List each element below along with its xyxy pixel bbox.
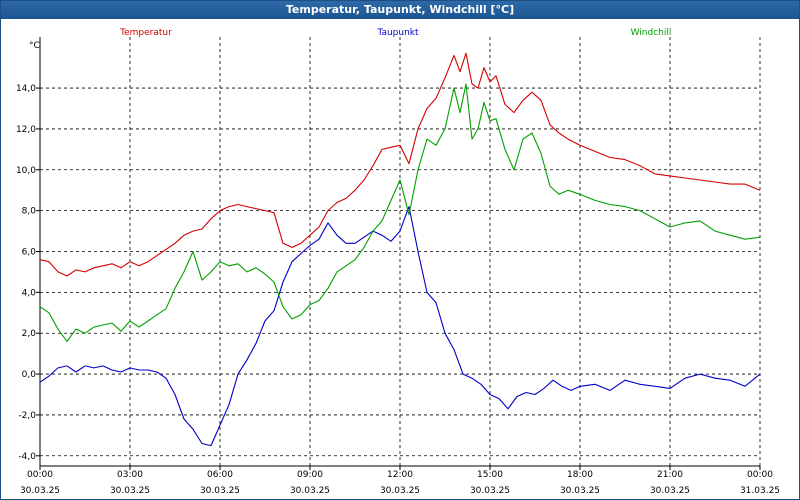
x-tick-time: 12:00 xyxy=(387,470,413,480)
x-tick-date: 30.03.25 xyxy=(470,486,510,496)
x-tick-date: 30.03.25 xyxy=(560,486,600,496)
y-tick-label: 0,0 xyxy=(22,370,37,380)
series-lines xyxy=(39,52,761,447)
x-tick-date: 30.03.25 xyxy=(380,486,420,496)
y-tick-label: 10,0 xyxy=(16,166,36,176)
x-tick-time: 18:00 xyxy=(567,470,593,480)
x-tick-date: 30.03.25 xyxy=(110,486,150,496)
x-tick-time: 15:00 xyxy=(477,470,503,480)
series-line-windchill xyxy=(39,83,761,342)
y-axis-label: °C xyxy=(29,41,40,51)
grid-lines xyxy=(39,37,761,466)
x-tick-time: 03:00 xyxy=(117,470,143,480)
window-title: Temperatur, Taupunkt, Windchill [°C] xyxy=(1,1,799,19)
legend: Temperatur Taupunkt Windchill xyxy=(119,28,671,38)
y-tick-label: 8,0 xyxy=(22,207,37,217)
legend-taupunkt: Taupunkt xyxy=(376,28,419,38)
legend-windchill: Windchill xyxy=(631,28,672,38)
y-tick-label: 4,0 xyxy=(22,288,37,298)
x-axis-ticks: 00:00 30.03.25 03:00 30.03.25 06:00 30.03.25 0… xyxy=(20,466,780,496)
x-tick-date: 31.03.25 xyxy=(740,486,780,496)
y-axis-ticks: -4,0 -2,0 0,0 2,0 4,0 6,0 8,0 10,0 12,0 14,0 xyxy=(16,84,40,462)
y-tick-label: -2,0 xyxy=(18,411,36,421)
x-tick-date: 30.03.25 xyxy=(650,486,690,496)
y-tick-label: 6,0 xyxy=(22,248,37,258)
x-tick-time: 00:00 xyxy=(747,470,773,480)
series-line-taupunkt xyxy=(39,206,761,447)
x-tick-date: 30.03.25 xyxy=(20,486,60,496)
x-tick-time: 06:00 xyxy=(207,470,233,480)
x-tick-date: 30.03.25 xyxy=(200,486,240,496)
x-tick-date: 30.03.25 xyxy=(290,486,330,496)
legend-temperatur: Temperatur xyxy=(119,28,172,38)
y-tick-label: 2,0 xyxy=(22,329,37,339)
y-tick-label: 12,0 xyxy=(16,125,36,135)
y-tick-label: 14,0 xyxy=(16,84,36,94)
y-tick-label: -4,0 xyxy=(18,452,36,462)
chart-plot: -4,0 -2,0 0,0 2,0 4,0 6,0 8,0 10,0 12,0 14,0 00:0… xyxy=(16,28,780,496)
series-line-temperatur xyxy=(39,52,761,277)
x-tick-time: 00:00 xyxy=(27,470,53,480)
x-tick-time: 09:00 xyxy=(297,470,323,480)
x-tick-time: 21:00 xyxy=(657,470,683,480)
